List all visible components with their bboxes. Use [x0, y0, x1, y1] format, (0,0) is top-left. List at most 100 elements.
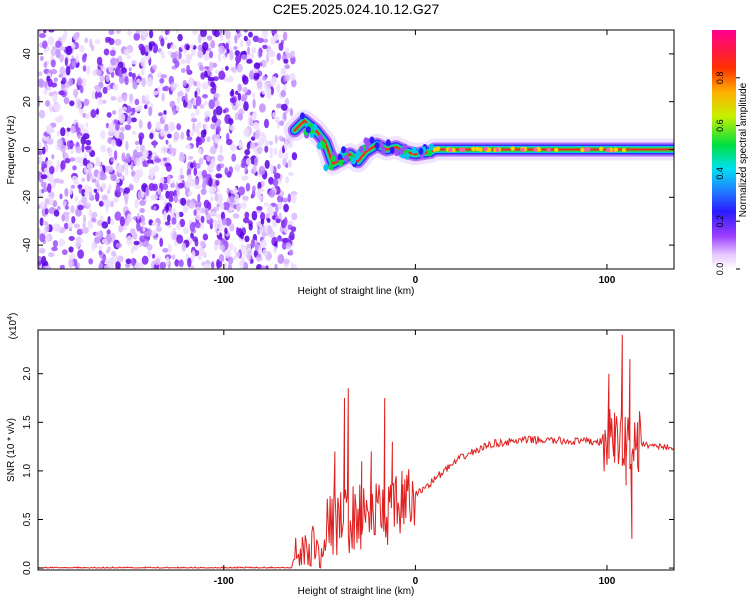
- noise-speck: [223, 109, 226, 114]
- noise-speck: [288, 249, 294, 256]
- noise-speck: [272, 111, 276, 119]
- noise-speck: [41, 188, 45, 194]
- noise-speck: [267, 228, 273, 235]
- noise-speck: [199, 104, 205, 109]
- noise-speck: [208, 61, 214, 72]
- noise-speck: [178, 153, 186, 162]
- noise-speck: [124, 156, 131, 163]
- noise-speck: [151, 221, 159, 227]
- noise-speck: [259, 225, 264, 234]
- noise-speck: [68, 78, 74, 87]
- noise-speck: [149, 30, 154, 39]
- noise-speck: [71, 60, 77, 68]
- noise-speck: [233, 46, 238, 50]
- noise-speck: [180, 59, 186, 65]
- noise-speck: [65, 65, 71, 76]
- noise-speck: [95, 91, 98, 100]
- noise-speck: [269, 140, 273, 146]
- noise-speck: [145, 51, 149, 57]
- noise-speck: [91, 217, 95, 222]
- snr-scale-label: (x104): [7, 313, 19, 340]
- noise-speck: [189, 131, 195, 136]
- noise-speck: [260, 265, 267, 269]
- noise-speck: [82, 65, 87, 72]
- noise-speck: [77, 99, 81, 108]
- x-tick-label: 100: [599, 576, 616, 587]
- noise-speck: [250, 259, 254, 264]
- noise-speck: [140, 57, 146, 67]
- noise-speck: [240, 162, 246, 168]
- noise-speck: [125, 140, 129, 151]
- noise-speck: [284, 216, 288, 227]
- noise-speck: [211, 115, 218, 123]
- noise-speck: [254, 129, 261, 140]
- noise-speck: [231, 153, 237, 162]
- noise-speck: [204, 206, 209, 216]
- noise-speck: [226, 138, 233, 146]
- noise-speck: [284, 64, 291, 70]
- signal-track-speck: [337, 154, 343, 161]
- noise-speck: [180, 197, 187, 206]
- signal-track-speck: [404, 152, 410, 160]
- noise-speck: [261, 90, 266, 95]
- noise-speck: [165, 139, 169, 145]
- noise-speck: [210, 196, 214, 202]
- noise-speck: [249, 142, 256, 150]
- x-tick-label: -100: [214, 275, 234, 286]
- noise-speck: [251, 47, 257, 54]
- noise-speck: [256, 81, 263, 89]
- noise-speck: [240, 40, 244, 48]
- chart-title: C2E5.2025.024.10.12.G27: [273, 1, 440, 17]
- noise-speck: [44, 198, 50, 205]
- noise-speck: [38, 141, 42, 150]
- noise-speck: [103, 48, 110, 56]
- noise-speck: [164, 123, 169, 132]
- signal-track-speck: [427, 149, 433, 157]
- colorbar-gradient: [712, 30, 736, 269]
- noise-speck: [262, 30, 268, 38]
- noise-speck: [246, 142, 251, 150]
- noise-speck: [193, 167, 198, 176]
- noise-speck: [118, 131, 125, 142]
- noise-speck: [224, 227, 228, 235]
- noise-speck: [148, 43, 153, 51]
- noise-speck: [133, 174, 140, 184]
- noise-speck: [233, 187, 238, 196]
- noise-speck: [192, 45, 197, 50]
- noise-speck: [52, 223, 60, 232]
- noise-speck: [99, 170, 105, 178]
- noise-speck: [64, 205, 70, 210]
- noise-speck: [47, 36, 55, 46]
- noise-speck: [112, 110, 117, 115]
- noise-speck: [117, 96, 124, 103]
- y-tick-label: 1.5: [22, 415, 33, 429]
- noise-speck: [289, 108, 294, 117]
- noise-speck: [283, 84, 287, 91]
- noise-speck: [130, 228, 136, 235]
- noise-speck: [120, 126, 126, 133]
- noise-speck: [279, 120, 284, 126]
- noise-speck: [134, 140, 140, 146]
- noise-speck: [133, 240, 140, 246]
- noise-speck: [123, 48, 130, 57]
- noise-speck: [71, 216, 76, 224]
- noise-speck: [214, 193, 219, 201]
- noise-speck: [58, 90, 65, 96]
- x-tick-label: -100: [214, 576, 234, 587]
- noise-speck: [52, 200, 58, 208]
- noise-speck: [171, 254, 176, 260]
- noise-speck: [203, 129, 207, 135]
- noise-speck: [177, 182, 185, 189]
- noise-speck: [152, 64, 158, 71]
- noise-speck: [241, 54, 248, 61]
- noise-speck: [242, 75, 249, 85]
- noise-speck: [170, 52, 177, 59]
- noise-speck: [110, 139, 117, 147]
- noise-speck: [139, 200, 147, 206]
- noise-speck: [216, 258, 220, 269]
- noise-speck: [228, 263, 232, 269]
- snr-x-label: Height of straight line (km): [298, 586, 415, 597]
- noise-speck: [238, 186, 246, 196]
- noise-speck: [102, 99, 107, 104]
- noise-speck: [160, 37, 165, 47]
